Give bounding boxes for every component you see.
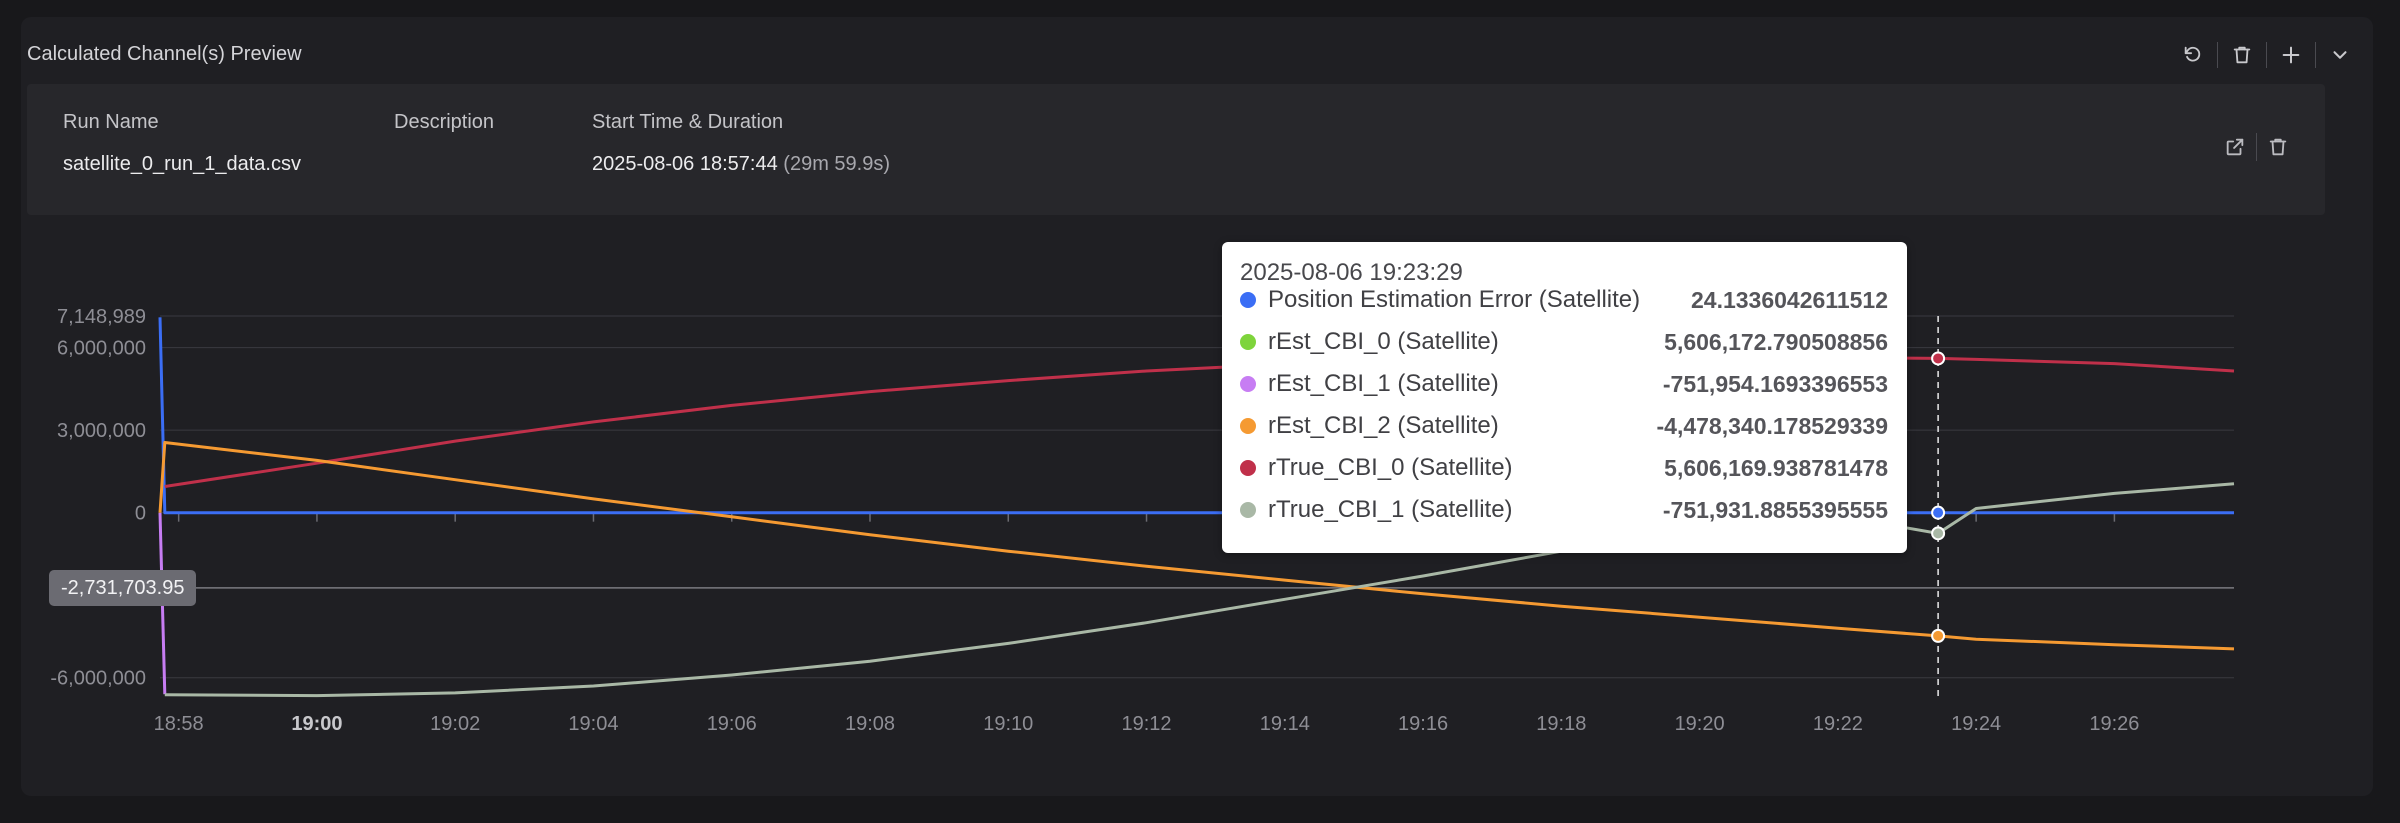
x-tick-label: 19:04: [568, 713, 618, 735]
run-info-card: Run Name Description Start Time & Durati…: [27, 84, 2325, 215]
series-line: [164, 355, 2235, 488]
tooltip-row: rEst_CBI_0 (Satellite) 5,606,172.79050885…: [1240, 327, 1888, 357]
x-tick-label: 19:20: [1675, 713, 1725, 735]
x-tick-label: 19:16: [1398, 713, 1448, 735]
tooltip-row: rTrue_CBI_0 (Satellite) 5,606,169.9387814…: [1240, 453, 1888, 483]
y-tick-label: 0: [135, 503, 146, 525]
run-actions: [2214, 130, 2299, 164]
x-tick-label: 19:06: [707, 713, 757, 735]
x-tick-label: 19:18: [1536, 713, 1586, 735]
run-name-value: satellite_0_run_1_data.csv: [63, 153, 301, 175]
plus-icon[interactable]: [2267, 40, 2315, 70]
series-line: [158, 317, 2234, 515]
toolbar-divider: [2217, 42, 2218, 68]
x-tick-label: 19:14: [1260, 713, 1310, 735]
tooltip-series-value: -751,931.8855395555: [1662, 496, 1888, 523]
x-tick-label: 19:00: [291, 713, 342, 735]
tooltip-series-name: rEst_CBI_2 (Satellite): [1268, 412, 1499, 439]
series-line: [164, 482, 2235, 698]
tooltip-series-value: 24.1336042611512: [1691, 286, 1888, 313]
series-color-dot: [1240, 334, 1256, 350]
tooltip-time: 2025-08-06 19:23:29: [1240, 259, 1463, 286]
y-tick-label: -6,000,000: [50, 668, 146, 690]
duration: (29m 59.9s): [783, 153, 890, 175]
hover-tooltip: 2025-08-06 19:23:29 Position Estimation …: [1222, 242, 1907, 553]
tooltip-row: rEst_CBI_2 (Satellite) -4,478,340.1785293…: [1240, 411, 1888, 441]
series-line: [158, 441, 2235, 651]
chevron-down-icon[interactable]: [2316, 40, 2364, 70]
tooltip-row: rTrue_CBI_1 (Satellite) -751,931.88553955…: [1240, 495, 1888, 525]
series-color-dot: [1240, 292, 1256, 308]
panel-toolbar: [2169, 40, 2364, 70]
y-tick-label: 6,000,000: [57, 338, 146, 360]
y-tick-label: 3,000,000: [57, 420, 146, 442]
series-color-dot: [1240, 418, 1256, 434]
panel-title: Calculated Channel(s) Preview: [27, 43, 302, 65]
x-tick-label: 19:24: [1951, 713, 2001, 735]
y-tick-label: 7,148,989: [57, 306, 146, 328]
trash-icon[interactable]: [2218, 40, 2266, 70]
start-time-header: Start Time & Duration: [592, 111, 784, 133]
refresh-icon[interactable]: [2169, 40, 2217, 70]
tooltip-series-name: rEst_CBI_1 (Satellite): [1268, 370, 1499, 397]
actions-divider: [2256, 133, 2257, 161]
tooltip-series-value: -4,478,340.178529339: [1656, 412, 1889, 439]
hover-point: [1931, 505, 1946, 520]
tooltip-row: Position Estimation Error (Satellite) 24.…: [1240, 285, 1888, 315]
tooltip-series-name: rTrue_CBI_0 (Satellite): [1268, 454, 1513, 481]
toolbar-divider: [2266, 42, 2267, 68]
tooltip-series-value: 5,606,169.938781478: [1664, 454, 1888, 481]
x-tick-label: 19:02: [430, 713, 480, 735]
x-tick-label: 19:10: [983, 713, 1033, 735]
x-tick-label: 19:22: [1813, 713, 1863, 735]
start-time: 2025-08-06 18:57:44: [592, 153, 778, 175]
description-header: Description: [394, 111, 495, 133]
run-name-header: Run Name: [63, 111, 159, 133]
tooltip-series-name: rEst_CBI_0 (Satellite): [1268, 328, 1499, 355]
x-tick-label: 19:08: [845, 713, 895, 735]
hover-point: [1931, 351, 1946, 366]
hover-point: [1931, 628, 1946, 643]
hover-point: [1931, 526, 1946, 541]
series-color-dot: [1240, 460, 1256, 476]
series-color-dot: [1240, 376, 1256, 392]
delete-run-icon[interactable]: [2257, 130, 2299, 164]
x-tick-label: 19:12: [1122, 713, 1172, 735]
x-tick-label: 18:58: [154, 713, 204, 735]
series-color-dot: [1240, 502, 1256, 518]
tooltip-series-name: rTrue_CBI_1 (Satellite): [1268, 496, 1513, 523]
x-tick-label: 19:26: [2089, 713, 2139, 735]
toolbar-divider: [2315, 42, 2316, 68]
tooltip-series-value: 5,606,172.790508856: [1664, 328, 1888, 355]
open-external-icon[interactable]: [2214, 130, 2256, 164]
tooltip-series-value: -751,954.1693396553: [1662, 370, 1888, 397]
tooltip-row: rEst_CBI_1 (Satellite) -751,954.169339655…: [1240, 369, 1888, 399]
start-time-value: 2025-08-06 18:57:44 (29m 59.9s): [592, 153, 890, 176]
tooltip-series-name: Position Estimation Error (Satellite): [1268, 286, 1641, 313]
y-cursor-value-badge: -2,731,703.95: [49, 570, 197, 606]
